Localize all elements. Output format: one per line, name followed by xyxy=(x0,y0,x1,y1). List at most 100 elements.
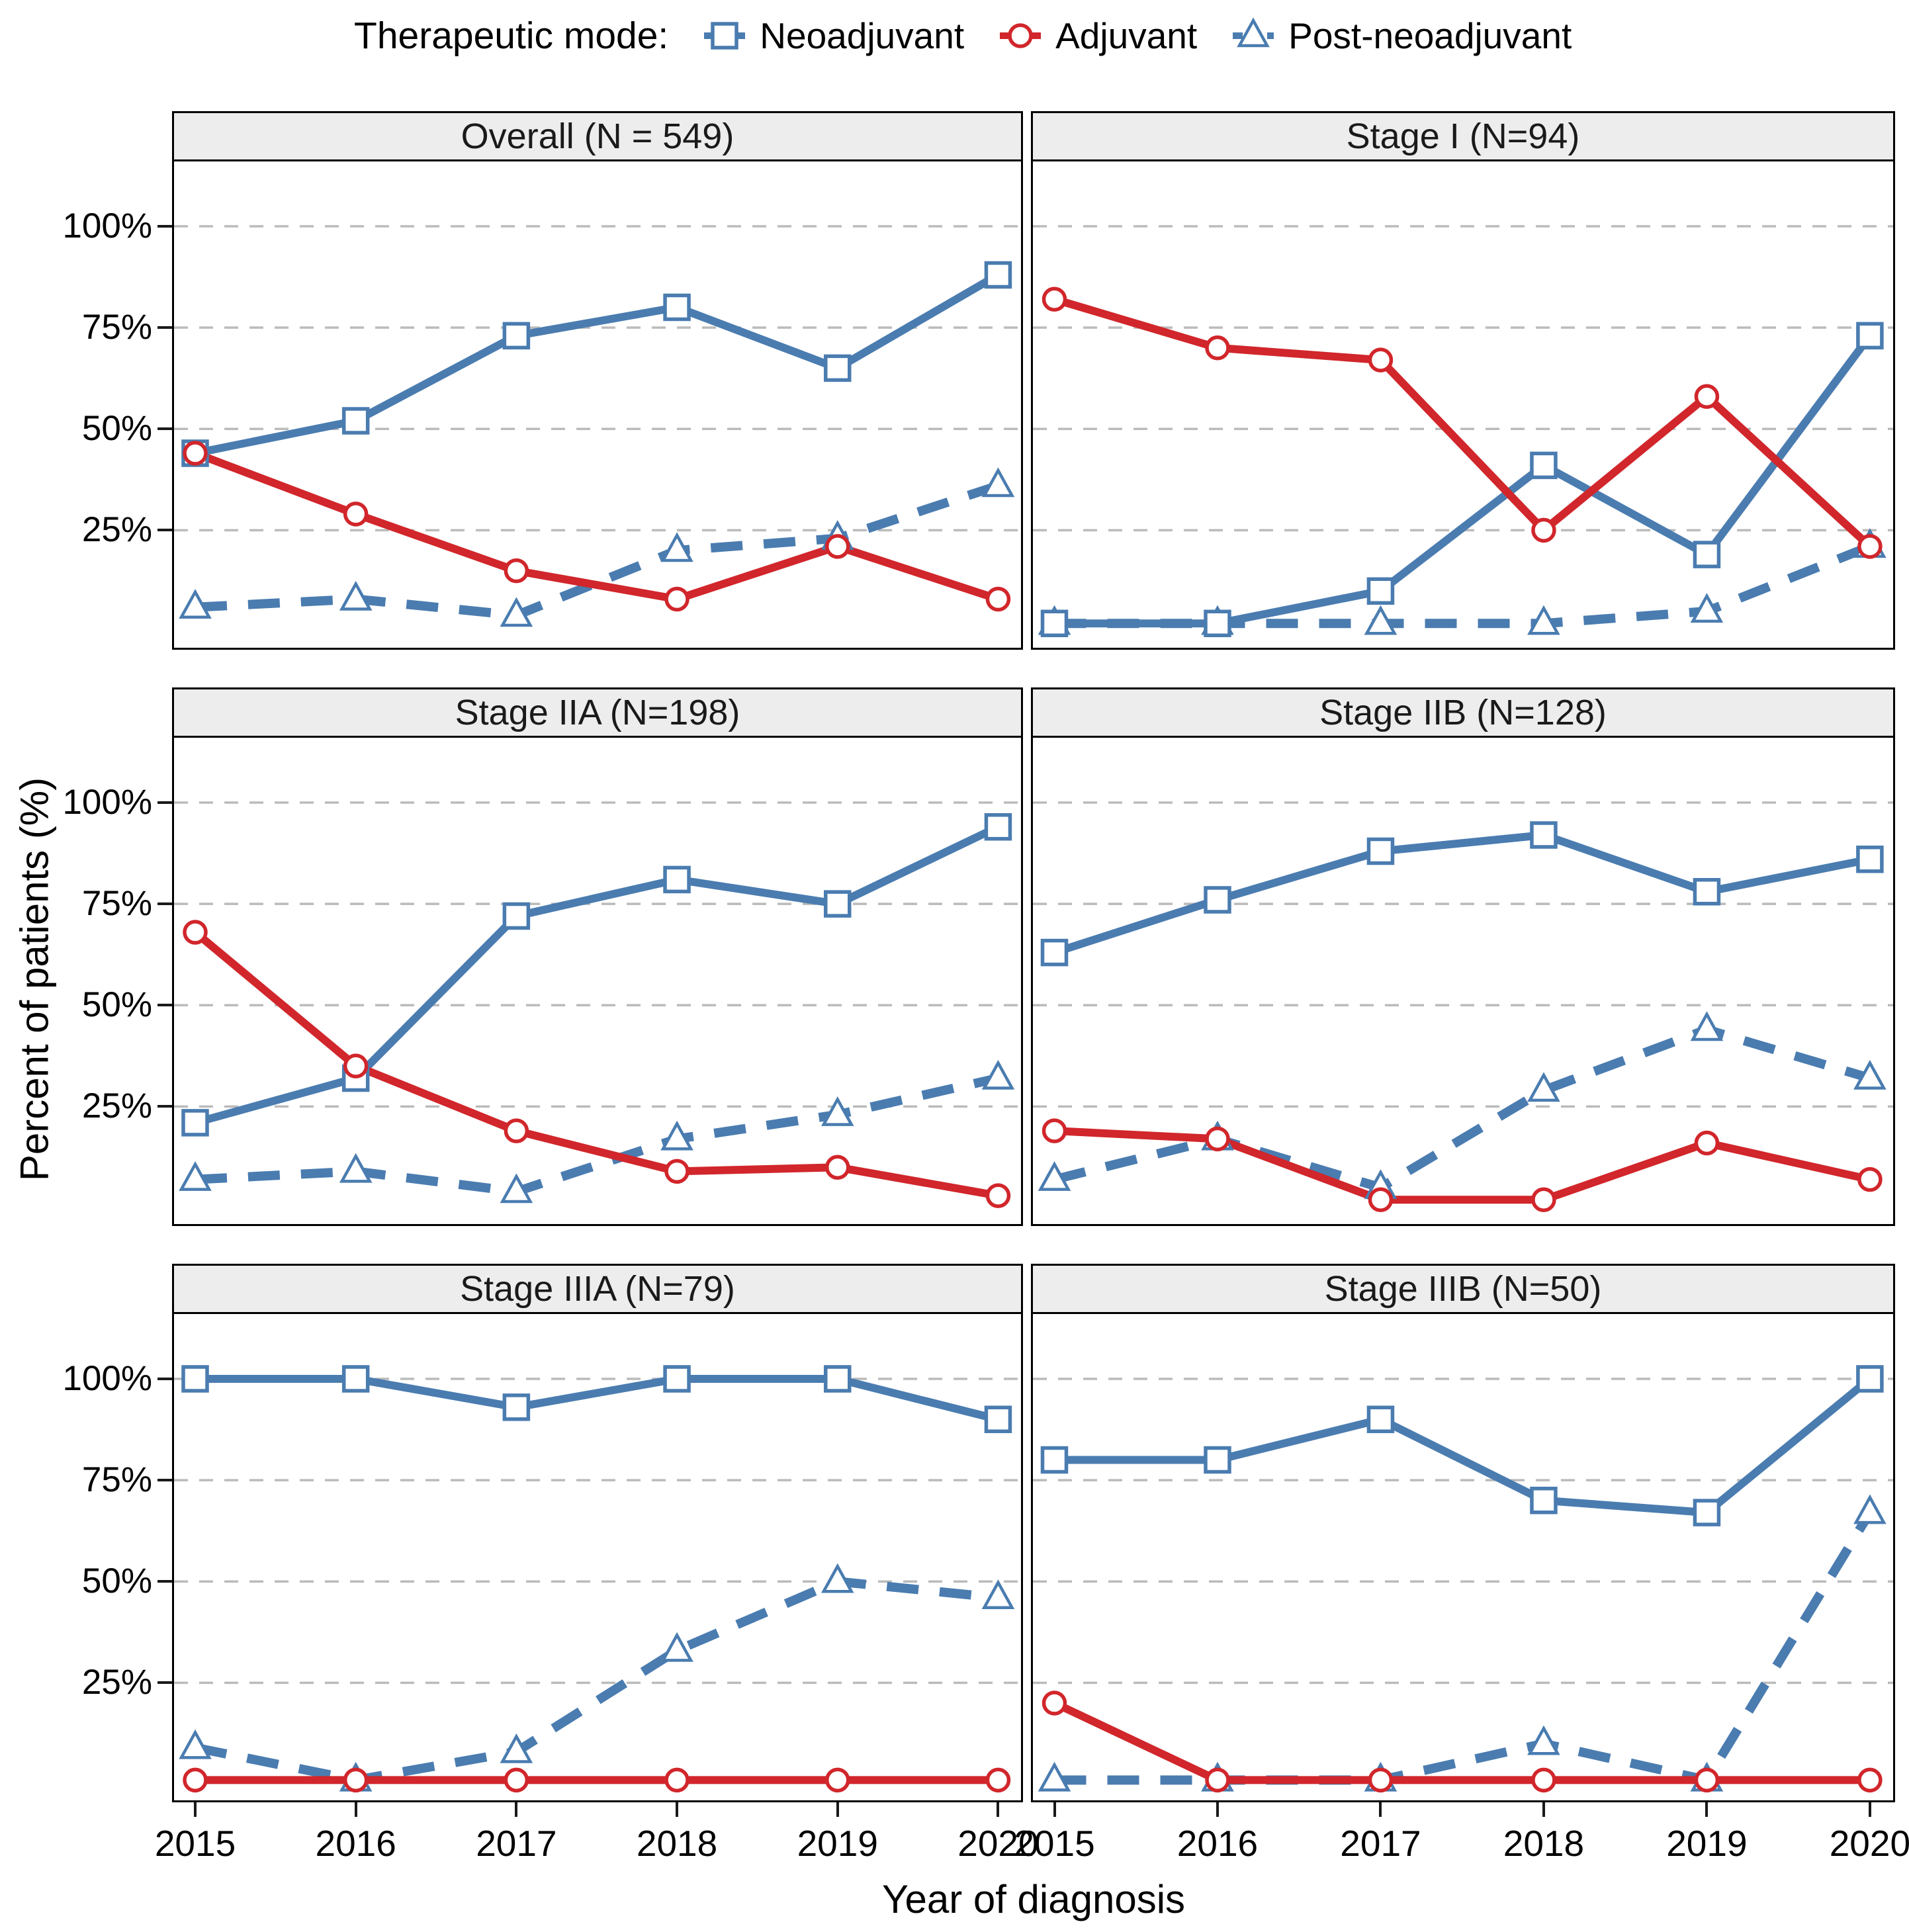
marker-adjuvant-2018 xyxy=(664,1159,689,1184)
marker-neoadjuvant-2019 xyxy=(1693,1499,1721,1526)
legend-title: Therapeutic mode: xyxy=(354,15,669,57)
marker-post-neoadjuvant-2019 xyxy=(1690,593,1724,623)
marker-adjuvant-2019 xyxy=(1694,1130,1720,1156)
y-axis-tick-label: 25% xyxy=(81,1663,152,1702)
y-axis-tick-label: 100% xyxy=(62,1359,152,1398)
marker-neoadjuvant-2018 xyxy=(663,865,691,894)
marker-neoadjuvant-2017 xyxy=(502,902,531,930)
marker-neoadjuvant-2017 xyxy=(1366,577,1395,605)
marker-post-neoadjuvant-2015 xyxy=(179,589,212,619)
y-axis-tick xyxy=(157,326,172,329)
marker-adjuvant-2020 xyxy=(1857,1166,1883,1192)
marker-adjuvant-2018 xyxy=(664,1767,689,1793)
marker-neoadjuvant-2019 xyxy=(824,354,852,382)
adjuvant-key-icon xyxy=(1000,23,1042,48)
marker-neoadjuvant-2018 xyxy=(1530,451,1558,480)
x-axis-tick xyxy=(676,1802,679,1817)
panel-header-stage-iib: Stage IIB (N=128) xyxy=(1031,687,1895,738)
y-axis-tick-label: 100% xyxy=(62,783,152,822)
marker-post-neoadjuvant-2015 xyxy=(179,1161,212,1191)
marker-neoadjuvant-2019 xyxy=(824,890,852,918)
marker-adjuvant-2017 xyxy=(1368,347,1394,373)
marker-post-neoadjuvant-2020 xyxy=(1853,1059,1887,1090)
marker-post-neoadjuvant-2019 xyxy=(1690,1011,1724,1041)
marker-neoadjuvant-2015 xyxy=(181,1109,209,1137)
y-axis-tick-label: 50% xyxy=(81,985,152,1025)
panel-plot-stage-iiia xyxy=(172,1314,1023,1802)
marker-post-neoadjuvant-2019 xyxy=(821,1096,854,1126)
marker-adjuvant-2018 xyxy=(1531,1187,1556,1212)
marker-neoadjuvant-2016 xyxy=(1204,1446,1231,1474)
marker-post-neoadjuvant-2018 xyxy=(660,532,693,562)
panel-chart xyxy=(1033,1365,1893,1793)
marker-neoadjuvant-2016 xyxy=(341,407,370,435)
marker-adjuvant-2019 xyxy=(1694,1767,1720,1793)
series-line-adjuvant xyxy=(193,929,999,1200)
marker-neoadjuvant-2019 xyxy=(1693,541,1721,568)
panel-header-stage-iiia: Stage IIIA (N=79) xyxy=(172,1264,1023,1314)
x-axis-tick-label: 2015 xyxy=(1014,1823,1095,1864)
legend-item-post-neoadjuvant: Post-neoadjuvant xyxy=(1231,15,1572,57)
marker-neoadjuvant-2016 xyxy=(1204,609,1231,637)
series-line-post-neoadjuvant xyxy=(1054,1510,1874,1786)
legend-item-neoadjuvant: Neoadjuvant xyxy=(703,15,964,57)
series-line-post-neoadjuvant xyxy=(1053,1024,1871,1193)
y-axis-tick xyxy=(157,1378,172,1380)
marker-adjuvant-2016 xyxy=(1205,1126,1230,1152)
series-line-post-neoadjuvant xyxy=(194,1577,999,1785)
panel-chart xyxy=(174,1365,1021,1793)
post-neoadjuvant-key-icon xyxy=(1233,17,1274,48)
marker-adjuvant-2020 xyxy=(985,1767,1011,1793)
marker-post-neoadjuvant-2017 xyxy=(500,597,533,627)
marker-post-neoadjuvant-2015 xyxy=(179,1729,212,1759)
marker-neoadjuvant-2019 xyxy=(824,1365,852,1393)
x-axis-tick-label: 2020 xyxy=(1829,1823,1909,1864)
legend-item-label: Neoadjuvant xyxy=(760,15,965,56)
series-line-neoadjuvant xyxy=(1054,333,1873,628)
x-axis-tick xyxy=(354,1802,357,1817)
marker-post-neoadjuvant-2015 xyxy=(1038,1161,1071,1191)
marker-adjuvant-2015 xyxy=(1042,1118,1067,1143)
y-axis-tick xyxy=(157,1105,172,1108)
marker-post-neoadjuvant-2018 xyxy=(660,1632,693,1662)
y-axis-tick-label: 75% xyxy=(81,1460,152,1500)
x-axis-tick-label: 2017 xyxy=(1340,1823,1421,1864)
marker-post-neoadjuvant-2020 xyxy=(981,1579,1015,1609)
panel-chart xyxy=(174,225,1021,627)
marker-neoadjuvant-2015 xyxy=(181,1365,209,1393)
panel-header-stage-iia: Stage IIA (N=198) xyxy=(172,687,1023,738)
x-axis-tick xyxy=(515,1802,518,1817)
marker-adjuvant-2017 xyxy=(1368,1187,1394,1212)
marker-neoadjuvant-2020 xyxy=(1856,846,1884,873)
marker-adjuvant-2020 xyxy=(1857,534,1883,559)
y-axis-tick xyxy=(157,1681,172,1685)
x-axis-tick xyxy=(1053,1802,1056,1817)
marker-adjuvant-2017 xyxy=(504,1118,529,1143)
series-line-neoadjuvant xyxy=(194,823,1000,1127)
marker-post-neoadjuvant-2020 xyxy=(981,1059,1015,1090)
x-axis-tick-label: 2016 xyxy=(1176,1823,1259,1864)
marker-neoadjuvant-2016 xyxy=(341,1365,370,1393)
series-line-neoadjuvant xyxy=(1053,830,1871,957)
marker-adjuvant-2019 xyxy=(1694,384,1720,409)
series-line-post-neoadjuvant xyxy=(1054,542,1872,629)
series-line-neoadjuvant xyxy=(194,271,1000,457)
marker-neoadjuvant-2017 xyxy=(1366,837,1395,865)
marker-post-neoadjuvant-2018 xyxy=(1527,1072,1560,1102)
series-line-adjuvant xyxy=(193,449,1000,603)
marker-adjuvant-2016 xyxy=(343,1767,369,1793)
marker-neoadjuvant-2015 xyxy=(1040,938,1069,967)
series-line-post-neoadjuvant xyxy=(195,1073,999,1197)
x-axis-tick xyxy=(1868,1802,1871,1817)
marker-adjuvant-2018 xyxy=(1531,1767,1556,1793)
y-axis-tick xyxy=(157,1004,172,1007)
y-axis-tick-label: 50% xyxy=(81,409,152,449)
panel-plot-stage-iiib xyxy=(1031,1314,1895,1802)
marker-neoadjuvant-2020 xyxy=(984,1405,1012,1433)
x-axis-tick-label: 2019 xyxy=(797,1823,878,1864)
x-axis-tick xyxy=(1542,1802,1545,1817)
panel-chart xyxy=(174,801,1021,1208)
y-axis-tick xyxy=(157,529,172,532)
panel-plot-stage-iib xyxy=(1031,738,1895,1226)
marker-neoadjuvant-2020 xyxy=(984,813,1012,841)
